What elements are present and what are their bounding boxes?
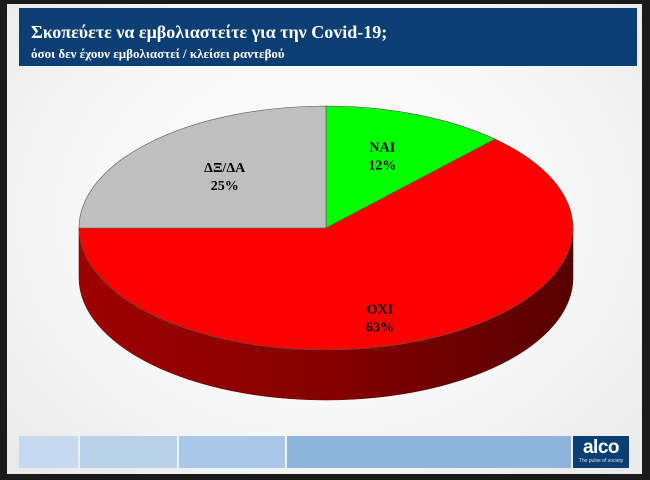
logo-tagline: The pulse of society bbox=[578, 458, 624, 464]
pie-slice-1 bbox=[325, 105, 496, 229]
slice-value-2: 63% bbox=[366, 321, 394, 336]
footer-bar-1 bbox=[19, 436, 78, 468]
pie-slice-3 bbox=[78, 105, 327, 229]
footer-bar-2 bbox=[80, 436, 177, 468]
pie-chart: ΝΑΙ 12% ΟΧΙ 63% ΔΞ/ΔΑ 25% bbox=[78, 105, 574, 401]
slice-label-3: ΔΞ/ΔΑ bbox=[204, 161, 246, 176]
footer-bar-3 bbox=[179, 436, 285, 468]
slice-label-1: ΝΑΙ bbox=[370, 141, 396, 156]
chart-title: Σκοπεύετε να εμβολιαστείτε για την Covid… bbox=[31, 22, 388, 42]
chart-subtitle: όσοι δεν έχουν εμβολιαστεί / κλείσει ραν… bbox=[31, 46, 285, 61]
logo-name: alco bbox=[582, 437, 620, 458]
header-banner: Σκοπεύετε να εμβολιαστείτε για την Covid… bbox=[19, 8, 637, 66]
slice-label-2: ΟΧΙ bbox=[367, 303, 393, 318]
slide: Σκοπεύετε να εμβολιαστείτε για την Covid… bbox=[7, 4, 642, 474]
slice-value-3: 25% bbox=[211, 179, 239, 194]
slice-value-1: 12% bbox=[368, 159, 396, 174]
footer-bar-4 bbox=[287, 436, 571, 468]
alco-logo: alco The pulse of society bbox=[573, 436, 629, 468]
pie-slice-2 bbox=[78, 138, 574, 351]
